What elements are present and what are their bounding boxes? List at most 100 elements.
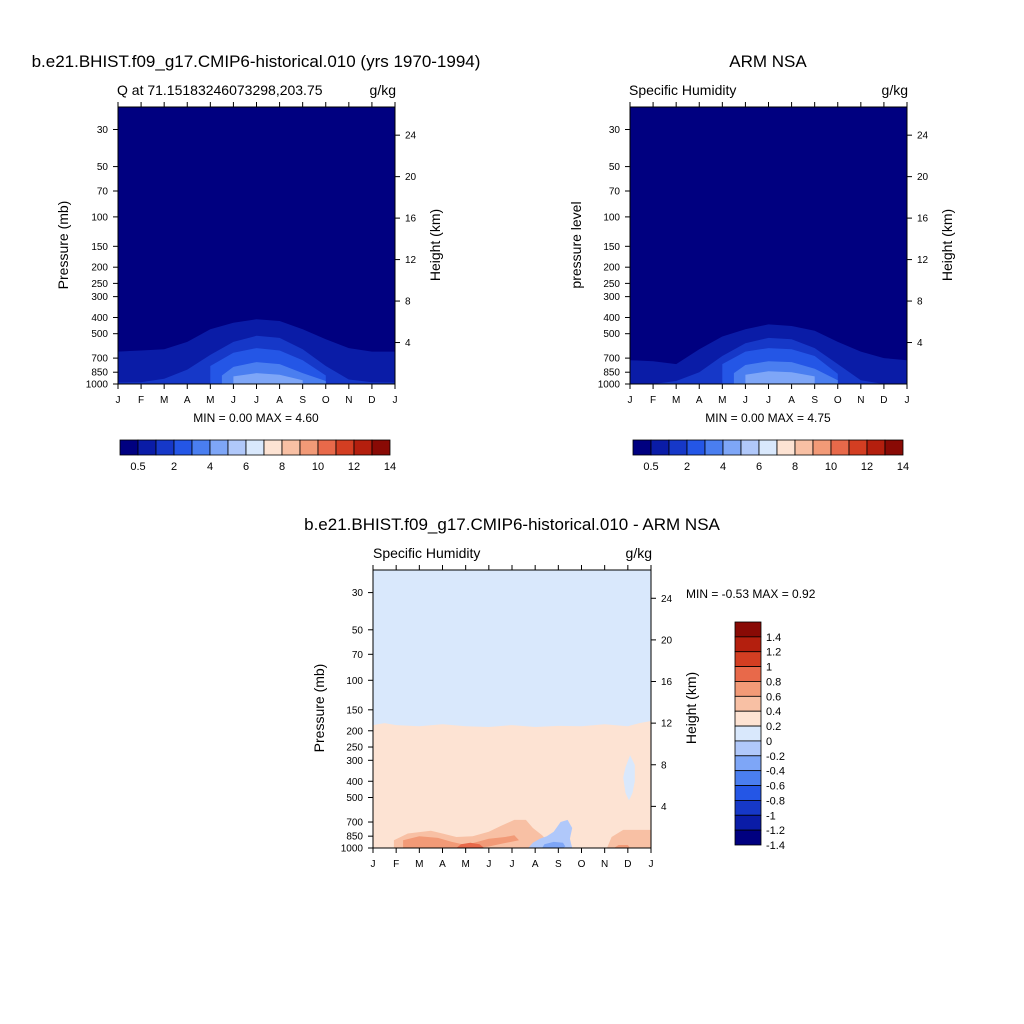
panel-diff-colorbar-swatch: [734, 695, 762, 712]
panel-model-colorbar-swatch: [353, 439, 373, 456]
panel-obs-colorbar-label: 12: [861, 461, 873, 473]
panel-diff-y-tick-label: 700: [346, 818, 363, 829]
panel-model-units-label: g/kg: [370, 82, 396, 98]
panel-model-y-tick-label: 150: [91, 242, 108, 253]
panel-diff-y2-tick-label: 24: [661, 594, 673, 605]
panel-model-colorbar-label: 8: [279, 461, 285, 473]
panel-obs-x-tick-label: J: [628, 395, 633, 406]
panel-obs-y-tick-label: 50: [609, 162, 621, 173]
panel-obs-colorbar-swatch: [776, 439, 796, 456]
panel-diff-colorbar-label: -1: [766, 810, 776, 822]
panel-diff-colorbar-swatch: [734, 770, 762, 786]
panel-diff-min-max: MIN = -0.53 MAX = 0.92: [686, 587, 816, 601]
panel-diff-x-tick-label: M: [415, 859, 423, 870]
panel-obs-colorbar-label: 4: [720, 461, 726, 473]
panel-model-y-tick-label: 50: [97, 162, 109, 173]
panel-diff-field-background-negative: [373, 570, 651, 727]
panel-diff-colorbar-label: -0.8: [766, 795, 785, 807]
panel-diff-colorbar-swatch: [734, 785, 762, 801]
panel-obs-y2-axis-label: Height (km): [939, 209, 955, 281]
panel-diff-title: b.e21.BHIST.f09_g17.CMIP6-historical.010…: [304, 515, 720, 534]
panel-diff-region-neg-s: [528, 819, 573, 848]
panel-diff-y-tick-label: 1000: [341, 844, 364, 855]
panel-model-x-tick-label: S: [299, 395, 306, 406]
panel-diff-y-tick-label: 300: [346, 756, 363, 767]
panel-model-colorbar-label: 6: [243, 461, 249, 473]
panel-diff-y2-tick-label: 4: [661, 802, 667, 813]
panel-diff: b.e21.BHIST.f09_g17.CMIP6-historical.010…: [304, 515, 816, 870]
panel-diff-y-tick-label: 400: [346, 777, 363, 788]
panel-model-y-tick-label: 850: [91, 368, 108, 379]
panel-diff-region-pos-mid: [403, 835, 519, 848]
panel-model-colorbar-swatch: [227, 439, 247, 456]
panel-diff-x-tick-label: S: [555, 859, 562, 870]
panel-obs-plot: J F M A M J J A S O N D J 30 50 70 100 150 200 250 300 400 500…: [598, 102, 929, 406]
panel-obs-x-tick-label: D: [880, 395, 887, 406]
panel-obs-x-tick-label: J: [743, 395, 748, 406]
panel-obs-min-max: MIN = 0.00 MAX = 4.75: [705, 411, 831, 425]
panel-diff-x-tick-label: D: [624, 859, 631, 870]
panel-model-y-tick-label: 30: [97, 125, 109, 136]
panel-obs-units-label: g/kg: [882, 82, 908, 98]
panel-model-x-tick-label: A: [184, 395, 191, 406]
panel-obs-x-tick-label: M: [718, 395, 726, 406]
panel-obs-y-tick-label: 200: [603, 263, 620, 274]
panel-obs-y-tick-label: 300: [603, 292, 620, 303]
panel-obs-colorbar-swatch: [668, 439, 688, 456]
panel-obs-colorbar-swatch: [812, 439, 832, 456]
panel-diff-x-tick-label: A: [532, 859, 539, 870]
panel-diff-y2-axis-label: Height (km): [683, 672, 699, 744]
panel-obs-y2-tick-label: 8: [917, 297, 923, 308]
panel-obs-colorbar-swatch: [704, 439, 724, 456]
panel-obs-y-axis-label: pressure level: [568, 201, 584, 288]
panel-obs-y-tick-label: 150: [603, 242, 620, 253]
panel-diff-y-tick-label: 250: [346, 743, 363, 754]
panel-model-y2-tick-label: 4: [405, 338, 411, 349]
panel-diff-colorbar-swatch: [734, 666, 762, 682]
panel-model-colorbar-label: 12: [348, 461, 360, 473]
panel-model-x-tick-label: O: [322, 395, 330, 406]
panel-model-y2-tick-label: 12: [405, 255, 417, 266]
panel-model-colorbar-swatch: [371, 439, 391, 456]
panel-model-colorbar-swatch: [245, 439, 265, 456]
panel-obs-y-tick-label: 700: [603, 354, 620, 365]
panel-diff-y-tick-label: 70: [352, 650, 364, 661]
panel-model-colorbar-label: 14: [384, 461, 396, 473]
panel-diff-region-pos-peak: [456, 842, 485, 848]
panel-diff-x-tick-label: O: [578, 859, 586, 870]
panel-diff-x-tick-label: J: [649, 859, 654, 870]
panel-model-colorbar-label: 0.5: [130, 461, 145, 473]
panel-diff-colorbar-swatch: [734, 621, 762, 638]
panel-model-x-tick-label: F: [138, 395, 144, 406]
panel-obs-colorbar-label: 14: [897, 461, 909, 473]
panel-model-colorbar-label: 2: [171, 461, 177, 473]
panel-diff-y-tick-label: 50: [352, 625, 364, 636]
panel-obs-y2-tick-label: 4: [917, 338, 923, 349]
panel-model-y2-tick-label: 20: [405, 172, 417, 183]
panel-diff-y-tick-label: 150: [346, 705, 363, 716]
panel-obs-y-tick-label: 1000: [598, 380, 621, 391]
panel-obs-y-tick-label: 250: [603, 279, 620, 290]
panel-diff-colorbar-swatch: [734, 755, 762, 772]
panel-obs-x-tick-label: M: [672, 395, 680, 406]
panel-model: b.e21.BHIST.f09_g17.CMIP6-historical.010…: [32, 52, 481, 473]
panel-model-x-tick-label: N: [345, 395, 352, 406]
panel-model-colorbar-swatch: [335, 439, 355, 456]
panel-model-y2-axis-label: Height (km): [427, 209, 443, 281]
panel-diff-x-tick-label: J: [371, 859, 376, 870]
panel-model-y-tick-label: 200: [91, 263, 108, 274]
panel-diff-x-tick-label: N: [601, 859, 608, 870]
panel-obs-y2-tick-label: 24: [917, 131, 929, 142]
panel-obs-x-tick-label: J: [905, 395, 910, 406]
panel-obs-y-tick-label: 500: [603, 329, 620, 340]
panel-diff-colorbar-swatch: [734, 651, 762, 668]
panel-model-y-tick-label: 400: [91, 313, 108, 324]
panel-model-x-tick-label: J: [116, 395, 121, 406]
panel-obs-colorbar-swatch: [866, 439, 886, 456]
panel-model-colorbar-swatch: [299, 439, 319, 456]
panel-obs-y-tick-label: 400: [603, 313, 620, 324]
panel-obs-title: ARM NSA: [729, 52, 807, 71]
panel-obs-x-tick-label: F: [650, 395, 656, 406]
panel-obs-colorbar-swatch: [848, 439, 868, 456]
